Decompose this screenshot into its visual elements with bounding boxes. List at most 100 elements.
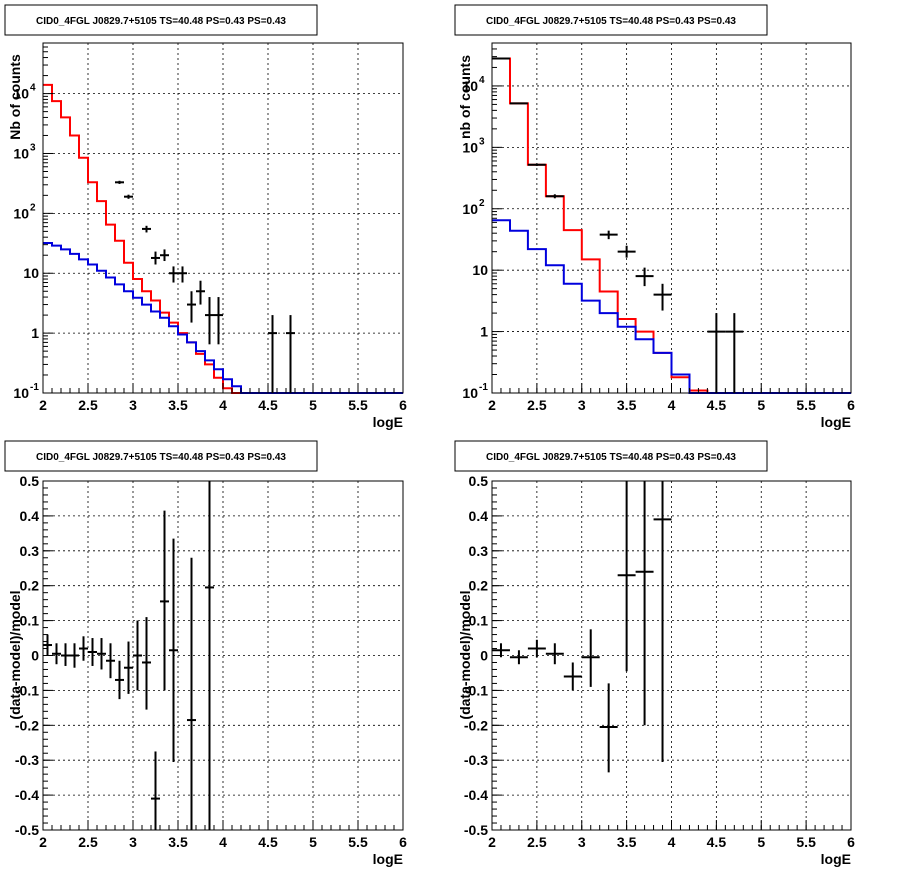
- x-tick-label: 2.5: [527, 834, 547, 850]
- y-tick-label: 0.4: [20, 508, 40, 524]
- x-tick-label: 3.5: [617, 834, 637, 850]
- y-tick-label: 10: [13, 86, 29, 102]
- data-point: [268, 315, 277, 393]
- data-point: [160, 249, 169, 262]
- x-tick-label: 5: [309, 397, 317, 413]
- data-point: [635, 267, 654, 287]
- data-point: [142, 617, 151, 710]
- chart-title: CID0_4FGL J0829.7+5105 TS=40.48 PS=0.43 …: [36, 452, 286, 463]
- data-point: [142, 225, 151, 233]
- data-point: [617, 481, 636, 672]
- y-tick-label: -0.5: [15, 822, 39, 838]
- y-tick-label: 10: [13, 205, 29, 221]
- x-tick-label: 2.5: [78, 397, 98, 413]
- y-tick-label: 0.2: [469, 578, 489, 594]
- data-point: [43, 634, 52, 656]
- y-axis-title: Nb of counts: [7, 54, 23, 140]
- x-tick-label: 3: [129, 834, 137, 850]
- y-tick-label: 1: [31, 325, 39, 341]
- data-point: [527, 639, 546, 658]
- y-tick-exponent: -1: [479, 382, 488, 393]
- data-point: [509, 650, 528, 665]
- chart-panel-2: CID0_4FGL J0829.7+5105 TS=40.48 PS=0.43 …: [454, 4, 855, 430]
- data-point: [169, 266, 178, 283]
- x-axis-title: logE: [821, 414, 851, 430]
- x-tick-label: 4.5: [258, 834, 278, 850]
- chart-title-box: [4, 4, 318, 36]
- x-tick-label: 5: [757, 397, 765, 413]
- y-tick-label: 0: [480, 648, 488, 664]
- x-tick-label: 4.5: [707, 834, 727, 850]
- x-tick-label: 5.5: [348, 397, 368, 413]
- y-tick-exponent: 2: [479, 198, 485, 209]
- y-tick-label: 0.1: [20, 613, 40, 629]
- y-tick-label: -0.3: [464, 752, 488, 768]
- x-tick-label: 4: [219, 834, 227, 850]
- y-tick-label: 10: [472, 262, 488, 278]
- x-tick-label: 3: [578, 834, 586, 850]
- y-tick-label: 10: [13, 145, 29, 161]
- y-tick-exponent: -1: [30, 382, 39, 393]
- data-point: [124, 641, 133, 694]
- x-tick-label: 4.5: [707, 397, 727, 413]
- y-tick-label: -0.4: [15, 787, 39, 803]
- x-tick-label: 6: [399, 397, 407, 413]
- x-tick-label: 2: [488, 397, 496, 413]
- x-axis-title: logE: [373, 851, 403, 867]
- y-tick-label: -0.2: [15, 717, 39, 733]
- data-point: [115, 660, 124, 700]
- chart-panel-3: CID0_4FGL J0829.7+5105 TS=40.48 PS=0.43 …: [4, 440, 407, 867]
- x-tick-label: 4.5: [258, 397, 278, 413]
- y-tick-label: 10: [462, 139, 478, 155]
- y-tick-label: 1: [480, 324, 488, 340]
- x-tick-label: 3: [129, 397, 137, 413]
- data-point: [160, 510, 169, 691]
- x-tick-label: 4: [219, 397, 227, 413]
- data-point: [563, 662, 582, 691]
- x-tick-label: 2: [488, 834, 496, 850]
- chart-title: CID0_4FGL J0829.7+5105 TS=40.48 PS=0.43 …: [486, 16, 736, 27]
- data-point: [151, 751, 160, 830]
- data-point: [492, 57, 510, 60]
- data-point: [178, 266, 187, 283]
- data-point: [151, 251, 160, 265]
- data-point: [707, 313, 726, 393]
- data-point: [653, 481, 672, 762]
- y-tick-label: 10: [23, 265, 39, 281]
- y-tick-exponent: 2: [30, 202, 36, 213]
- data-point: [725, 313, 744, 393]
- data-point: [286, 315, 295, 393]
- data-point: [527, 163, 546, 166]
- y-tick-label: 10: [462, 78, 478, 94]
- y-tick-exponent: 4: [30, 83, 36, 94]
- x-tick-label: 3.5: [168, 397, 188, 413]
- data-point: [545, 194, 564, 199]
- y-tick-label: 0.4: [469, 508, 489, 524]
- data-point: [599, 683, 618, 773]
- y-tick-label: -0.5: [464, 822, 488, 838]
- x-tick-label: 5: [757, 834, 765, 850]
- data-point: [115, 180, 124, 184]
- x-tick-label: 5.5: [348, 834, 368, 850]
- chart-title-box: [454, 440, 768, 472]
- x-tick-label: 6: [399, 834, 407, 850]
- y-tick-label: 10: [462, 201, 478, 217]
- data-point: [205, 481, 214, 830]
- y-tick-exponent: 3: [30, 142, 36, 153]
- data-point: [133, 620, 142, 691]
- data-point: [196, 280, 205, 305]
- y-axis-title: (data-model)/model: [7, 590, 23, 719]
- x-tick-label: 2.5: [78, 834, 98, 850]
- x-tick-label: 5.5: [796, 397, 816, 413]
- y-tick-exponent: 3: [479, 136, 485, 147]
- data-point: [70, 643, 79, 668]
- data-point: [79, 636, 88, 661]
- y-axis-title: nb of counts: [457, 55, 473, 139]
- y-tick-exponent: 4: [479, 75, 485, 86]
- data-point: [581, 629, 600, 687]
- x-tick-label: 3: [578, 397, 586, 413]
- data-point: [492, 643, 510, 658]
- y-tick-label: 0.2: [20, 578, 40, 594]
- data-point: [653, 283, 672, 311]
